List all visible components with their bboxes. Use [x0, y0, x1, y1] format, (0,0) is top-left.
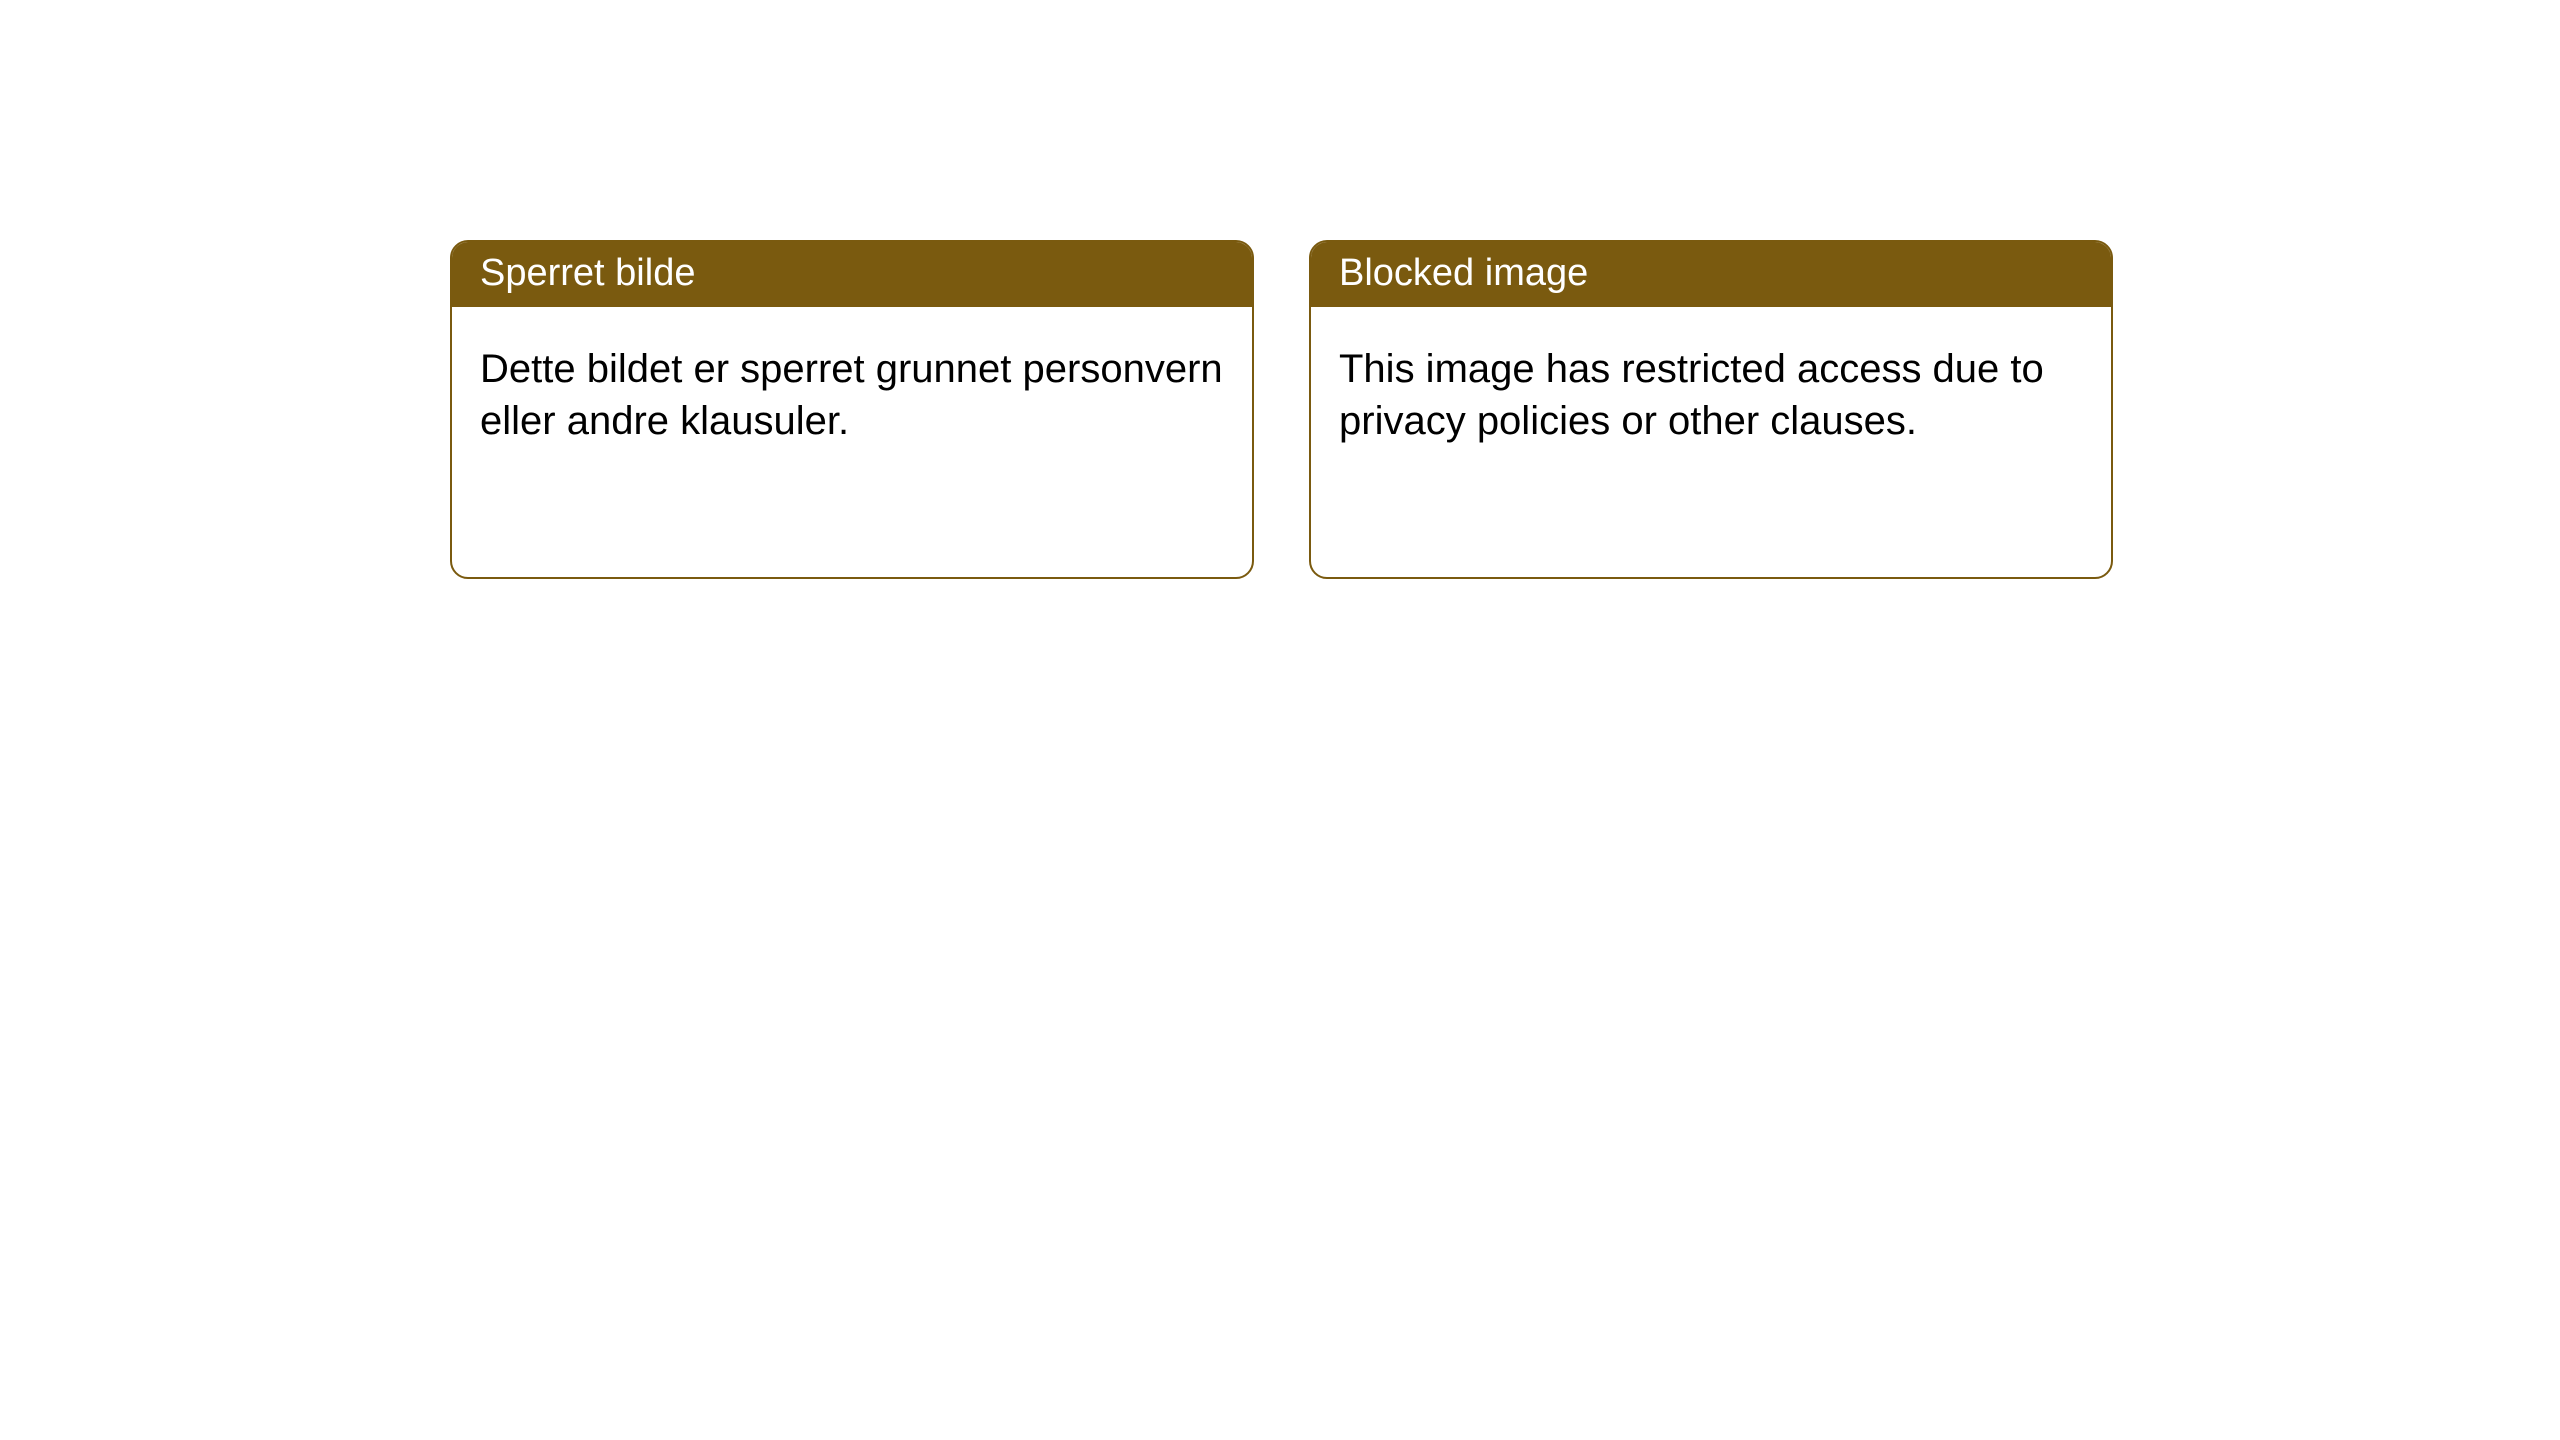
- notice-card-title: Blocked image: [1311, 242, 2111, 307]
- notice-card-title: Sperret bilde: [452, 242, 1252, 307]
- notice-card-norwegian: Sperret bilde Dette bildet er sperret gr…: [450, 240, 1254, 579]
- notice-card-body: This image has restricted access due to …: [1311, 307, 2111, 577]
- notice-card-english: Blocked image This image has restricted …: [1309, 240, 2113, 579]
- notice-cards-container: Sperret bilde Dette bildet er sperret gr…: [0, 0, 2560, 579]
- notice-card-body: Dette bildet er sperret grunnet personve…: [452, 307, 1252, 577]
